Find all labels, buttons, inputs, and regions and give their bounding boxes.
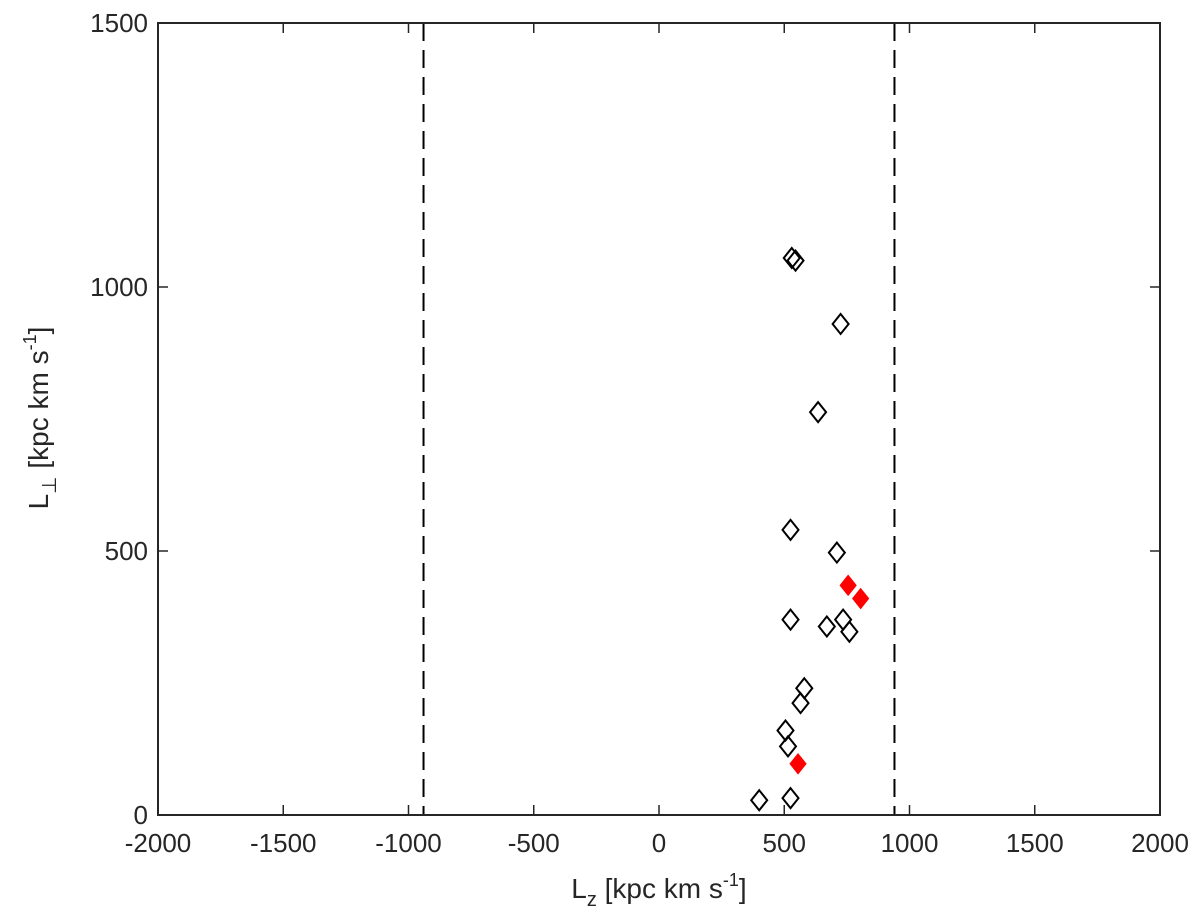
x-tick-label: 1500: [1006, 828, 1064, 858]
open-diamond-point-5: [827, 540, 847, 565]
y-tick-labels: 0 500 1000 1500: [90, 8, 148, 830]
x-tick-label: 0: [652, 828, 666, 858]
x-axis-label-unit: [kpc km s: [597, 873, 723, 904]
filled-diamond-point-1: [852, 587, 870, 610]
y-axis-label-base: L: [23, 494, 54, 510]
open-diamond-point-4: [781, 518, 800, 542]
axes: [157, 22, 1161, 816]
x-tick-label: 500: [763, 828, 806, 858]
reference-lines: [422, 23, 896, 815]
y-axis-label-unit: [kpc km s: [23, 350, 54, 476]
plot-frame: [157, 22, 1161, 816]
y-axis-label-sub: ⊥: [39, 476, 61, 493]
filled-diamond-point-2: [789, 752, 807, 775]
y-axis-label-close: ]: [23, 327, 54, 335]
open-diamond-point-14: [749, 788, 769, 812]
open-diamond-point-3: [808, 400, 828, 424]
y-tick-label: 0: [134, 800, 148, 830]
open-diamond-point-7: [833, 608, 853, 632]
x-tick-label: 2000: [1131, 828, 1189, 858]
open-diamond-point-2: [831, 312, 850, 336]
y-tick-label: 500: [105, 536, 148, 566]
open-diamond-point-0: [782, 246, 802, 270]
y-axis-label: L⊥ [kpc km s-1]: [20, 327, 61, 510]
x-axis-label-sub: z: [587, 889, 597, 911]
open-diamond-point-9: [840, 620, 859, 644]
x-axis-label-close: ]: [739, 873, 747, 904]
open-diamond-point-11: [791, 691, 810, 715]
x-tick-label: -1000: [375, 828, 442, 858]
x-tick-label: -2000: [125, 828, 192, 858]
x-tick-label: -500: [508, 828, 560, 858]
filled-diamond-point-0: [839, 574, 857, 597]
data-points: [749, 246, 870, 812]
x-axis-label: Lz [kpc km s-1]: [571, 870, 746, 911]
x-tick-label: 1000: [881, 828, 939, 858]
x-axis-label-sup: -1: [723, 870, 739, 890]
y-axis-label-sup: -1: [20, 334, 40, 350]
open-diamond-point-6: [781, 608, 800, 632]
x-axis-label-base: L: [571, 873, 587, 904]
open-diamond-point-1: [786, 248, 805, 273]
x-tick-labels: -2000 -1500 -1000 -500 0 500 1000 1500 2000: [125, 828, 1189, 858]
open-diamond-point-8: [817, 614, 837, 639]
open-diamond-point-13: [778, 734, 798, 758]
open-diamond-point-12: [776, 718, 795, 743]
x-tick-label: -1500: [250, 828, 317, 858]
y-tick-label: 1500: [90, 8, 148, 38]
y-tick-label: 1000: [90, 272, 148, 302]
open-diamond-point-15: [781, 786, 800, 810]
